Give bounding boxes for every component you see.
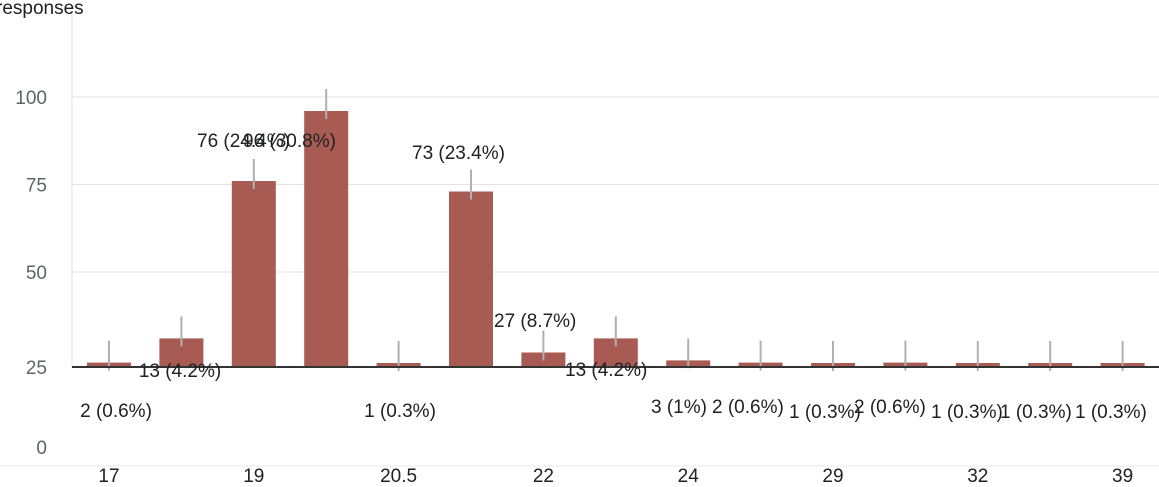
y-tick-label: 0	[36, 438, 47, 459]
bar	[231, 181, 276, 367]
bar	[449, 191, 493, 367]
data-label: 1 (0.3%)	[789, 402, 861, 423]
x-tick-label: 32	[967, 466, 988, 487]
data-label: 2 (0.6%)	[854, 397, 926, 418]
data-label: 3 (1%)	[651, 397, 707, 418]
y-tick-label: 75	[26, 176, 47, 197]
data-label: 27 (8.7%)	[494, 311, 576, 332]
x-tick-label: 24	[678, 466, 700, 487]
y-tick-label: 50	[26, 263, 47, 284]
data-label: 13 (4.2%)	[565, 360, 647, 381]
data-label: 73 (23.4%)	[412, 143, 505, 164]
data-label: 1 (0.3%)	[931, 402, 1003, 423]
y-tick-label: 100	[15, 88, 47, 109]
x-tick-label: 19	[243, 466, 264, 487]
x-tick-label: 17	[98, 466, 119, 487]
y-ticks: 0 25 50 75 100	[15, 88, 47, 459]
data-label: 96 (30.8%)	[243, 131, 336, 152]
data-label: 76 (24.4%)	[197, 131, 290, 152]
data-label: 2 (0.6%)	[80, 401, 152, 422]
x-tick-label: 20.5	[380, 466, 417, 487]
gridlines	[0, 10, 1159, 467]
y-tick-label: 25	[26, 358, 47, 379]
data-label: 1 (0.3%)	[1000, 402, 1072, 423]
data-label: 13 (4.2%)	[139, 361, 221, 382]
x-tick-label: 29	[822, 466, 843, 487]
bar	[304, 111, 349, 367]
y-axis-label: responses	[0, 0, 84, 19]
data-label: 1 (0.3%)	[364, 401, 436, 422]
x-ticks: 17 19 20.5 22 24 29 32 39	[98, 466, 1133, 487]
x-tick-label: 39	[1112, 466, 1133, 487]
bars	[87, 89, 1145, 371]
data-label: 2 (0.6%)	[712, 397, 784, 418]
data-label: 1 (0.3%)	[1075, 402, 1147, 423]
x-tick-label: 22	[533, 466, 554, 487]
data-labels: 2 (0.6%) 13 (4.2%) 76 (24.4%)96 (30.8%) 1 (…	[80, 131, 1147, 423]
